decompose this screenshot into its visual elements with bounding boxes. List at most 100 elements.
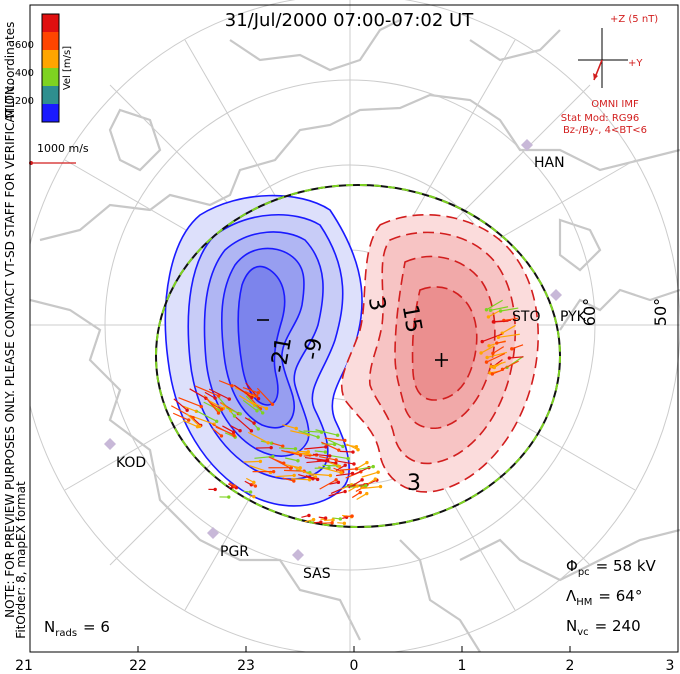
station-pyk: PYK (550, 289, 587, 325)
velocity-vector (233, 384, 253, 398)
velocity-vector-origin (217, 394, 221, 398)
velocity-vector-origin (315, 477, 320, 482)
velocity-vector (298, 430, 319, 438)
velocity-vector-origin (328, 473, 333, 478)
velocity-vector-origin (336, 480, 341, 485)
velocity-vector-origin (266, 441, 270, 445)
velocity-vector-origin (323, 450, 328, 454)
velocity-vector-origin (292, 479, 296, 483)
velocity-vector-origin (258, 459, 263, 464)
velocity-vector-origin (330, 521, 334, 525)
velocity-vector-origin (332, 442, 337, 447)
velocity-vector (242, 399, 258, 412)
velocity-vector (189, 388, 207, 399)
velocity-vector-origin (296, 459, 300, 463)
velocity-vector (305, 474, 318, 480)
colorbar-label: Vel [m/s] (62, 46, 73, 90)
velocity-vector (212, 428, 222, 437)
imf-by-label: +Y (628, 58, 643, 69)
velocity-vector (480, 345, 495, 354)
velocity-vector (361, 486, 381, 490)
velocity-vector-origin (213, 396, 217, 400)
velocity-vector-origin (216, 411, 221, 415)
velocity-vector (303, 454, 317, 457)
mlt-tick-label: 1 (458, 658, 467, 674)
velocity-vector-origin (491, 320, 496, 324)
scale-label: 1000 m/s (37, 142, 89, 155)
velocity-vector (339, 450, 354, 453)
velocity-vector-origin (350, 471, 355, 476)
velocity-vector (330, 455, 349, 460)
velocity-vector-origin (343, 438, 347, 443)
velocity-vector (319, 479, 337, 490)
velocity-vector (361, 471, 379, 478)
velocity-vector-origin (250, 395, 254, 399)
velocity-vector-origin (256, 396, 261, 401)
velocity-vector (247, 431, 269, 444)
velocity-vector (356, 493, 368, 501)
velocity-vector-origin (231, 430, 236, 434)
velocity-vector (238, 395, 255, 406)
svg-text:STO: STO (512, 309, 540, 325)
station-pgr: PGR (207, 527, 249, 560)
velocity-vector (319, 455, 337, 461)
velocity-vector (509, 356, 524, 359)
velocity-vector-origin (270, 441, 274, 445)
svg-text:SAS: SAS (303, 566, 331, 582)
velocity-vector-origin (354, 467, 359, 471)
velocity-vector (493, 320, 509, 323)
velocity-vector-origin (364, 483, 368, 488)
mlt-tick-label: 2 (566, 658, 575, 674)
velocity-vector (245, 395, 264, 414)
velocity-vector-origin (255, 409, 259, 413)
velocity-vector (314, 450, 326, 453)
station-sas: SAS (292, 549, 331, 582)
velocity-vector (294, 466, 316, 478)
velocity-vector-origin (335, 433, 340, 437)
stat-phi-pc: Φpc = 58 kV (566, 557, 657, 578)
velocity-vector (324, 437, 345, 442)
velocity-vector (501, 324, 516, 334)
velocity-vector-origin (185, 408, 189, 412)
velocity-vector (226, 407, 241, 415)
pos-contour-21 (411, 286, 478, 401)
velocity-vector (321, 443, 335, 445)
velocity-vector (205, 397, 219, 414)
velocity-vector (488, 310, 500, 318)
velocity-vector-origin (281, 444, 285, 448)
velocity-vector (209, 400, 224, 409)
velocity-vector-origin (230, 384, 234, 388)
velocity-vector-origin (334, 478, 338, 482)
velocity-vector (336, 472, 353, 477)
imf-bz-label: +Z (5 nT) (610, 14, 658, 25)
velocity-vector-origin (338, 517, 343, 521)
velocity-vector (492, 346, 505, 354)
velocity-vector-origin (269, 445, 273, 450)
velocity-vector (196, 410, 217, 422)
velocity-vector (178, 397, 202, 408)
velocity-vector-origin (334, 461, 338, 465)
velocity-vector-origin (270, 402, 275, 406)
velocity-vector (500, 307, 519, 312)
velocity-vector-origin (271, 454, 275, 459)
velocity-vector-origin (307, 513, 311, 518)
velocity-vector-origin (282, 461, 286, 465)
stat-n-vc: Nvc = 240 (566, 617, 641, 638)
velocity-vector (486, 299, 503, 311)
lat-label-60: 60° (580, 298, 599, 326)
velocity-vector-origin (305, 451, 309, 455)
stats-panel: Φpc = 58 kV ΛHM = 64° Nvc = 240 Nrads = 6 (44, 557, 657, 639)
velocity-vector-origin (323, 516, 328, 520)
velocity-vector (244, 417, 255, 424)
velocity-vector-origin (507, 356, 512, 360)
velocity-vector (244, 391, 257, 397)
velocity-vector-origin (337, 464, 342, 469)
velocity-vector (218, 380, 233, 387)
svg-text:PYK: PYK (560, 309, 587, 325)
colorbar-tick-400: 400 (15, 68, 34, 79)
velocity-vector (281, 449, 301, 456)
velocity-vector-origin (248, 490, 253, 494)
contour-label-pos3-top: 3 (363, 295, 390, 313)
velocity-vectors (170, 299, 524, 526)
